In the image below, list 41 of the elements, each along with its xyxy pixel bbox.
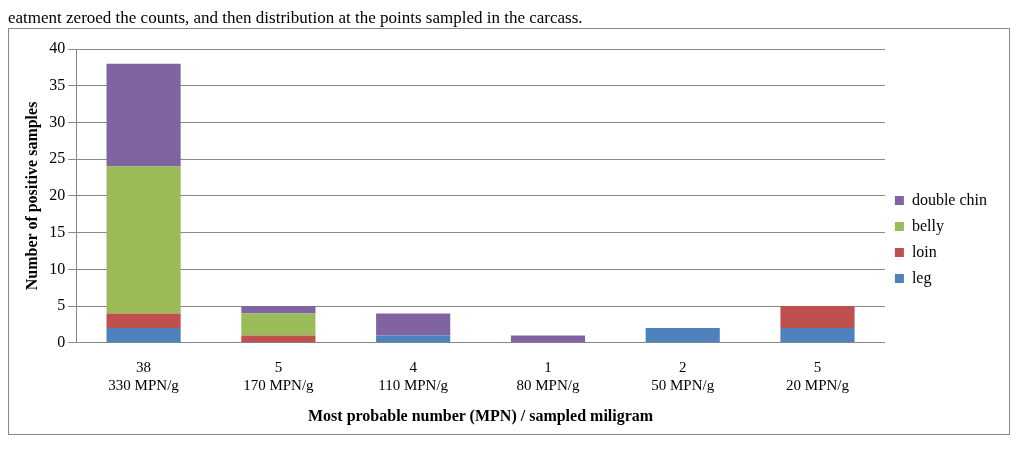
total-label: 1: [544, 358, 552, 375]
bar: [376, 335, 451, 343]
bar: [106, 166, 181, 314]
x-tick-label: 20 MPN/g: [786, 376, 850, 393]
bar: [106, 63, 181, 167]
bar: [780, 328, 855, 343]
legend-label: loin: [911, 242, 937, 260]
total-label: 5: [813, 358, 822, 375]
bar: [241, 313, 316, 336]
total-label: 2: [678, 358, 687, 375]
x-tick-label: 330 MPN/g: [108, 376, 180, 393]
x-tick-label: 50 MPN/g: [651, 376, 715, 393]
total-label: 4: [409, 358, 418, 375]
legend-label: double chin: [911, 190, 987, 208]
bar: [645, 328, 720, 343]
total-label: 5: [274, 358, 283, 375]
y-tick-label: 0: [57, 333, 66, 350]
y-tick-label: 20: [49, 186, 66, 204]
y-tick-label: 35: [49, 75, 66, 93]
text: eatment zeroed the counts, and then distribution at the points sampled in the carcass.: [8, 8, 584, 28]
bar: [376, 313, 451, 336]
x-tick-label: 110 MPN/g: [378, 376, 449, 393]
y-tick-label: 5: [57, 296, 66, 314]
x-tick-label: 80 MPN/g: [516, 376, 580, 393]
bar: [510, 335, 586, 343]
legend-label: belly: [911, 216, 944, 235]
bar: [106, 328, 181, 343]
y-axis-title: Number of positive samples: [22, 101, 41, 291]
y-tick-label: 15: [49, 222, 66, 240]
x-tick-label: 170 MPN/g: [243, 376, 315, 393]
y-tick-label: 10: [49, 259, 66, 277]
bar: [241, 335, 316, 343]
bar: [106, 313, 181, 329]
y-tick-label: 30: [49, 112, 66, 130]
y-tick-label: 25: [49, 149, 66, 167]
total-label: 38: [136, 358, 152, 375]
legend-label: leg: [911, 268, 932, 287]
bar: [241, 306, 316, 314]
bar: [780, 306, 855, 329]
x-axis-title: Most probable number (MPN) / sampled miligram: [307, 406, 654, 425]
y-tick-label: 40: [49, 39, 66, 57]
